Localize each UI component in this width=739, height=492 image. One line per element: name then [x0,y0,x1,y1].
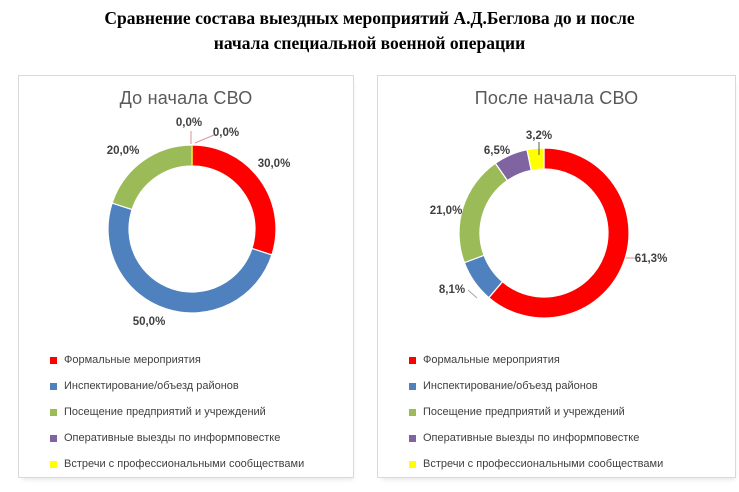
legend-item-label: Посещение предприятий и учреждений [423,406,625,418]
page-title: Сравнение состава выездных мероприятий А… [0,6,739,56]
legend-swatch [50,434,57,442]
legend-item-label: Посещение предприятий и учреждений [64,406,266,418]
donut-slice [487,147,630,319]
donut-slice [107,202,273,314]
legend-swatch [409,408,416,416]
legend-item: Встречи с профессиональными сообществами [50,451,304,477]
data-label: 8,1% [439,284,465,296]
legend-item: Оперативные выезды по информповестке [409,425,663,451]
legend-swatch [50,356,57,364]
legend-item-label: Формальные мероприятия [64,354,201,366]
data-label: 6,5% [484,145,510,157]
donut-slice [458,162,509,264]
legend-before: Формальные мероприятия Инспектирование/об… [50,347,304,477]
chart-panel-after: 61,3% 8,1% 21,0% 6,5% 3,2% После начала СВО … [377,75,736,478]
legend-swatch [409,434,416,442]
data-label: 0,0% [213,127,239,139]
legend-swatch [409,382,416,390]
data-label: 3,2% [526,130,552,142]
donut-slice [526,147,545,171]
page-title-line2: начала специальной военной операции [213,33,526,53]
chart-title-after: После начала СВО [474,88,639,108]
leader-line [467,289,478,299]
legend-item: Встречи с профессиональными сообществами [409,451,663,477]
legend-item-label: Оперативные выезды по информповестке [64,432,281,444]
data-label: 21,0% [430,205,463,217]
page-title-line1: Сравнение состава выездных мероприятий А… [104,8,635,28]
legend-swatch [409,460,416,468]
legend-swatch [50,382,57,390]
data-label: 0,0% [176,117,202,129]
data-label: 30,0% [258,158,291,170]
data-label: 20,0% [107,145,140,157]
legend-item: Посещение предприятий и учреждений [50,399,304,425]
chart-title-before: До начала СВО [119,88,253,108]
legend-item-label: Оперативные выезды по информповестке [423,432,640,444]
legend-item-label: Встречи с профессиональными сообществами [64,458,305,470]
legend-after: Формальные мероприятия Инспектирование/об… [409,347,663,477]
legend-item-label: Встречи с профессиональными сообществами [423,458,664,470]
legend-item: Оперативные выезды по информповестке [50,425,304,451]
leader-line [194,134,215,144]
data-label: 50,0% [133,316,166,328]
data-label: 61,3% [635,253,668,265]
chart-panel-before: 30,0% 50,0% 20,0% 0,0% 0,0% До начала СВО Фо… [18,75,354,478]
legend-item-label: Инспектирование/объезд районов [423,380,598,392]
legend-item: Инспектирование/объезд районов [50,373,304,399]
legend-item-label: Инспектирование/объезд районов [64,380,239,392]
donut-chart-before: 30,0% 50,0% 20,0% 0,0% 0,0% [107,117,291,328]
legend-item-label: Формальные мероприятия [423,354,560,366]
legend-swatch [409,356,416,364]
legend-item: Формальные мероприятия [409,347,663,373]
legend-item: Инспектирование/объезд районов [409,373,663,399]
donut-chart-after: 61,3% 8,1% 21,0% 6,5% 3,2% [430,130,668,319]
legend-swatch [50,460,57,468]
legend-item: Посещение предприятий и учреждений [409,399,663,425]
legend-swatch [50,408,57,416]
legend-item: Формальные мероприятия [50,347,304,373]
